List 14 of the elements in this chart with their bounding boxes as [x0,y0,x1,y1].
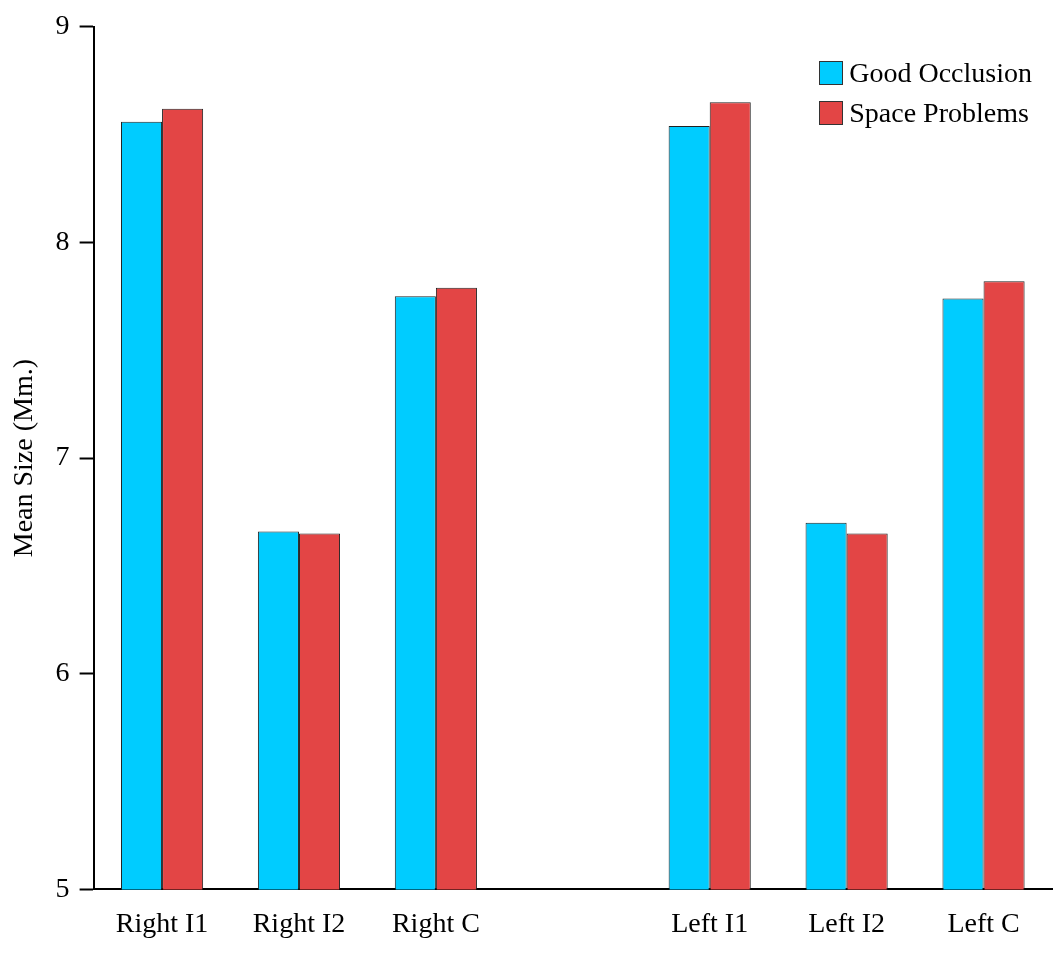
legend-label: Space Problems [849,96,1029,129]
x-tick-label: Right I2 [252,906,346,938]
y-tick-label: 8 [55,224,70,256]
x-tick-label: Right C [391,906,480,938]
y-tick-label: 5 [55,871,70,903]
y-tick-label: 7 [55,440,70,472]
legend-label: Good Occlusion [849,56,1032,89]
x-tick-label: Left I1 [671,906,749,938]
x-tick-label: Right I1 [115,906,209,938]
y-tick-label: 9 [55,9,70,41]
y-axis-title: Mean Size (Mm.) [7,358,39,558]
y-tick-label: 6 [55,656,70,688]
x-tick-label: Left C [947,906,1020,938]
x-tick-label: Left I2 [808,906,886,938]
